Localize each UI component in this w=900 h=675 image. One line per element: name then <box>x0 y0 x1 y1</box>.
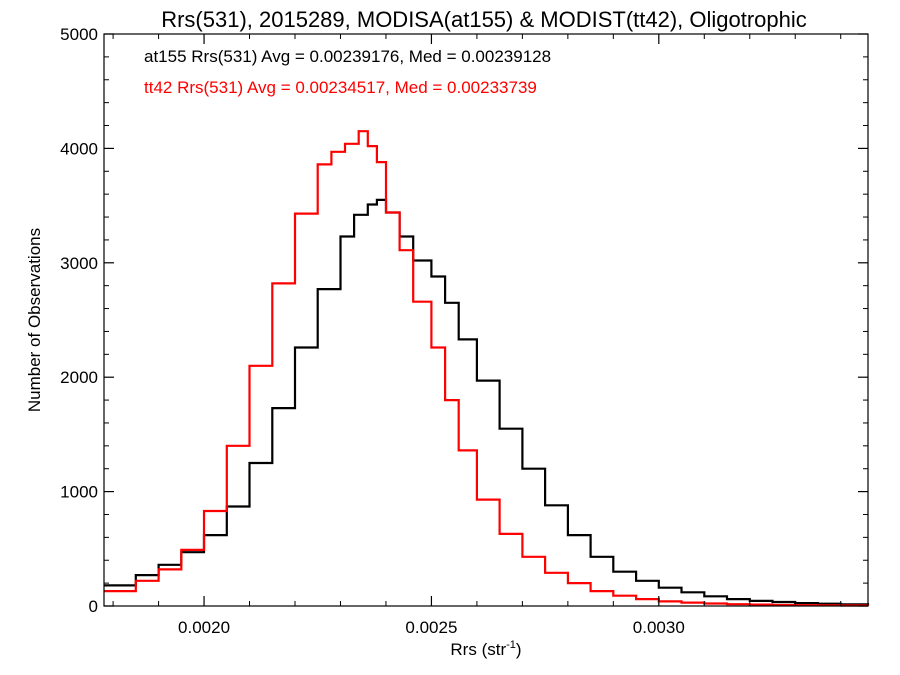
y-tick-label: 0 <box>89 597 98 616</box>
y-axis-title: Number of Observations <box>25 228 44 412</box>
series-1-line <box>104 130 870 607</box>
x-axis-title: Rrs (str-1) <box>450 639 521 659</box>
y-tick-label: 2000 <box>60 368 98 387</box>
x-tick-label: 0.0025 <box>405 618 457 637</box>
annotation-tt42: tt42 Rrs(531) Avg = 0.00234517, Med = 0.… <box>144 78 537 97</box>
x-tick-label: 0.0030 <box>633 618 685 637</box>
y-tick-label: 4000 <box>60 139 98 158</box>
x-tick-label: 0.0020 <box>178 618 230 637</box>
annotation-at155: at155 Rrs(531) Avg = 0.00239176, Med = 0… <box>144 47 551 66</box>
series-layer <box>104 130 870 607</box>
y-tick-label: 5000 <box>60 25 98 44</box>
y-tick-label: 3000 <box>60 254 98 273</box>
series-0-line <box>104 198 870 606</box>
y-tick-label: 1000 <box>60 483 98 502</box>
chart-title: Rrs(531), 2015289, MODISA(at155) & MODIS… <box>161 7 807 32</box>
plot-frame <box>103 33 869 607</box>
x-axis-title-superscript: -1 <box>506 639 516 651</box>
ticks-layer: 0.0020 0.0025 0.0030 0 1000 2000 3000 4000 5000 <box>60 25 868 637</box>
x-axis-title-text: Rrs (str <box>450 640 506 659</box>
x-axis-title-suffix: ) <box>516 640 522 659</box>
